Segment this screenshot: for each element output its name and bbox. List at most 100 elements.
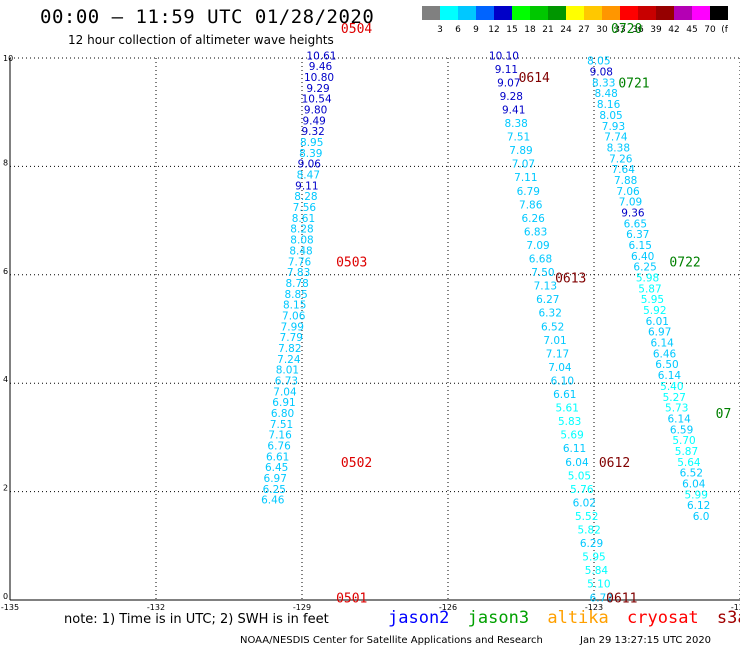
pass-time-label: 0502 (341, 456, 372, 471)
wave-height-label: 5.10 (587, 579, 610, 591)
wave-height-label: 6.91 (272, 397, 295, 409)
wave-height-label: 8.33 (592, 77, 615, 89)
generation-timestamp: Jan 29 13:27:15 UTC 2020 (580, 635, 712, 646)
x-tick-label: -132 (147, 603, 165, 612)
wave-height-label: 6.0 (693, 511, 710, 523)
wave-height-label: 7.26 (609, 153, 633, 165)
wave-height-label: 9.08 (590, 67, 613, 79)
scale-label: 30 (596, 25, 608, 34)
scale-swatch (656, 6, 674, 20)
pass-time-label: 0722 (669, 255, 700, 270)
scale-label: 12 (488, 25, 499, 34)
scale-swatch (440, 6, 458, 20)
wave-height-label: 8.47 (297, 170, 320, 182)
wave-height-label: 5.05 (568, 470, 591, 482)
wave-height-label: 6.79 (517, 186, 540, 198)
satellite-jason3: jason3 (467, 608, 530, 628)
wave-height-label: 5.69 (560, 430, 583, 442)
scale-swatch (584, 6, 602, 20)
wave-height-label: 5.52 (575, 511, 598, 523)
wave-height-label: 8.28 (294, 191, 317, 203)
wave-height-label: 6.76 (267, 441, 291, 453)
x-tick-label: -120 (731, 603, 740, 612)
wave-height-label: 7.74 (604, 132, 628, 144)
wave-height-label: 5.82 (577, 525, 600, 537)
wave-height-label: 5.99 (685, 489, 708, 501)
pass-time-label: 0503 (336, 255, 367, 270)
wave-height-label: 7.50 (531, 267, 554, 279)
wave-height-label: 9.06 (298, 159, 322, 171)
wave-height-label: 6.61 (266, 451, 289, 463)
wave-height-label: 8.16 (597, 99, 621, 111)
wave-height-label: 8.48 (289, 245, 312, 257)
scale-label: 9 (473, 25, 479, 34)
satellite-jason2: jason2 (388, 608, 450, 628)
wave-height-label: 6.26 (521, 213, 545, 225)
wave-height-label: 6.01 (646, 316, 669, 328)
wave-height-label: 5.40 (660, 381, 683, 393)
x-tick-label: -126 (439, 603, 457, 612)
wave-height-label: 6.10 (551, 375, 574, 387)
wave-height-label: 6.97 (648, 327, 671, 339)
wave-height-label: 9.41 (502, 104, 525, 116)
footer-note: note: 1) Time is in UTC; 2) SWH is in fe… (64, 612, 329, 627)
wave-height-label: 7.09 (526, 240, 549, 252)
wave-height-label: 6.04 (682, 478, 706, 490)
wave-height-label: 7.24 (277, 354, 301, 366)
x-tick-label: -123 (585, 603, 603, 612)
wave-height-label: 9.49 (302, 115, 325, 127)
wave-height-label: 6.32 (539, 308, 562, 320)
wave-height-label: 6.14 (650, 338, 674, 350)
wave-height-label: 7.76 (288, 256, 312, 268)
pass-time-label: 0721 (618, 76, 649, 91)
wave-height-label: 8.38 (607, 142, 630, 154)
wave-height-label: 10.10 (489, 50, 519, 62)
y-tick-label: 2 (3, 484, 8, 493)
wave-height-label: 6.52 (680, 468, 703, 480)
y-tick-label: 0 (3, 592, 8, 601)
satellite-altika: altika (547, 608, 609, 628)
wave-height-label: 7.86 (519, 199, 543, 211)
wave-height-label: 5.76 (570, 484, 594, 496)
wave-height-label: 6.73 (275, 375, 298, 387)
scale-label: 3 (437, 25, 443, 34)
wave-height-label: 6.59 (670, 424, 693, 436)
wave-height-label: 7.09 (619, 197, 642, 209)
scale-swatch (602, 6, 620, 20)
wave-height-label: 5.70 (672, 435, 695, 447)
scale-label: 15 (506, 25, 517, 34)
wave-height-label: 6.25 (633, 262, 656, 274)
wave-height-label: 7.99 (281, 321, 304, 333)
wave-height-label: 8.39 (299, 148, 322, 160)
wave-height-label: 9.11 (495, 64, 518, 76)
wave-height-label: 8.48 (594, 88, 617, 100)
wave-height-label: 6.14 (658, 370, 682, 382)
scale-label: 33 (614, 25, 625, 34)
wave-height-label: 10.61 (306, 50, 336, 62)
scale-label: 45 (686, 25, 697, 34)
wave-height-label: 8.95 (300, 137, 323, 149)
wave-height-label: 8.61 (292, 213, 315, 225)
map-subtitle: 12 hour collection of altimeter wave hei… (68, 33, 334, 47)
scale-swatch (620, 6, 638, 20)
scale-swatch (566, 6, 584, 20)
y-tick-label: 8 (3, 158, 8, 167)
wave-height-label: 6.14 (667, 413, 691, 425)
wave-height-label: 7.93 (602, 121, 625, 133)
pass-time-label: 07 (716, 407, 732, 422)
scale-label: 39 (650, 25, 662, 34)
pass-time-label: 0501 (336, 591, 367, 606)
wave-height-label: 5.84 (585, 565, 609, 577)
scale-label: 27 (578, 25, 589, 34)
wave-height-label: 6.11 (563, 443, 586, 455)
scale-swatch (638, 6, 656, 20)
wave-height-label: 7.83 (287, 267, 310, 279)
scale-swatch (710, 6, 728, 20)
wave-height-label: 9.07 (497, 77, 520, 89)
wave-height-label: 9.80 (304, 104, 327, 116)
wave-height-label: 6.40 (631, 251, 654, 263)
wave-height-label: 7.56 (293, 202, 317, 214)
wave-height-label: 9.36 (621, 207, 645, 219)
scale-label: 24 (560, 25, 572, 34)
